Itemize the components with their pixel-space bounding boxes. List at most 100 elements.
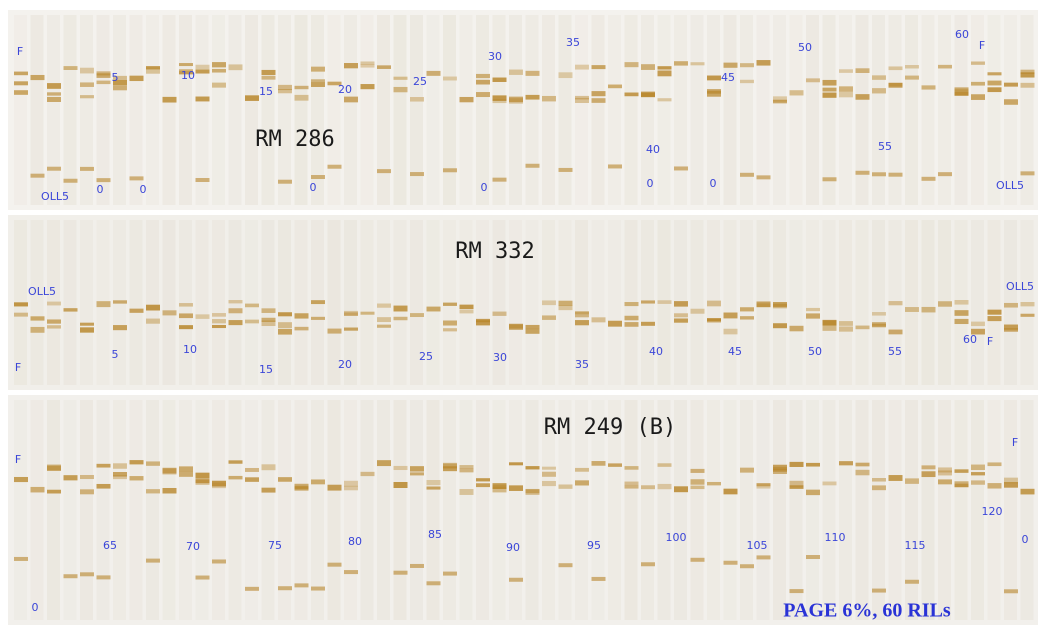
band <box>278 312 292 317</box>
band <box>113 463 127 469</box>
lane-label: 0 <box>481 181 488 194</box>
band <box>311 300 325 305</box>
band <box>228 475 243 480</box>
band <box>476 73 490 79</box>
band <box>14 302 28 307</box>
band <box>624 62 639 68</box>
lane-streak <box>839 220 852 385</box>
band <box>146 558 160 563</box>
lane-label: F <box>17 45 23 58</box>
lane-label: 10 <box>183 343 197 356</box>
lane-streak <box>294 400 308 620</box>
band <box>773 468 787 474</box>
band <box>558 563 573 568</box>
band <box>162 487 177 494</box>
band <box>657 483 672 490</box>
lane-streak <box>839 15 852 205</box>
band <box>113 300 127 304</box>
lane-streak <box>921 220 935 385</box>
band <box>261 69 276 76</box>
lane-streak <box>905 15 918 205</box>
band <box>839 321 853 326</box>
lane-streak <box>162 400 176 620</box>
lane-streak <box>905 400 918 620</box>
lane-streak <box>360 400 374 620</box>
lane-streak <box>657 15 671 205</box>
band <box>129 75 144 82</box>
band <box>558 167 573 172</box>
lane-streak <box>245 220 258 385</box>
band <box>674 166 688 171</box>
lane-streak <box>938 15 951 205</box>
band <box>1004 477 1018 484</box>
band <box>641 300 655 304</box>
lane-label: 100 <box>666 531 687 544</box>
band <box>344 312 358 316</box>
lane-streak <box>261 400 275 620</box>
band <box>80 67 94 74</box>
lane-streak <box>921 400 935 620</box>
lane-streak <box>360 15 374 205</box>
lane-streak <box>888 15 902 205</box>
lane-streak <box>839 400 852 620</box>
band <box>30 316 45 321</box>
lane-streak <box>806 400 819 620</box>
lane-streak <box>294 15 308 205</box>
band <box>756 484 771 489</box>
lane-streak <box>921 15 935 205</box>
band <box>311 316 325 320</box>
lane-streak <box>806 15 819 205</box>
band <box>443 328 457 332</box>
lane-streak <box>426 15 440 205</box>
band <box>410 313 424 318</box>
lane-label: 30 <box>493 351 507 364</box>
lane-streak <box>113 400 126 620</box>
band <box>872 88 886 94</box>
band <box>806 307 820 312</box>
band <box>459 96 474 103</box>
lane-streak <box>855 400 869 620</box>
band <box>47 96 61 102</box>
band <box>212 480 226 487</box>
lane-label: 120 <box>982 505 1003 518</box>
lane-streak <box>30 15 44 205</box>
lane-streak <box>822 220 836 385</box>
lane-streak <box>47 220 60 385</box>
band <box>96 463 111 468</box>
band <box>63 475 78 481</box>
band <box>789 480 804 487</box>
lane-streak <box>624 15 638 205</box>
lane-streak <box>80 400 93 620</box>
lane-label: 70 <box>186 540 200 553</box>
lane-streak <box>740 15 753 205</box>
band <box>542 471 556 477</box>
band <box>377 460 391 467</box>
band <box>228 308 243 314</box>
lane-streak <box>1020 400 1034 620</box>
band <box>278 179 292 184</box>
band <box>261 317 276 322</box>
band <box>839 69 853 73</box>
band <box>690 308 705 314</box>
band <box>195 314 210 319</box>
lane-label: 45 <box>721 71 735 84</box>
band <box>707 90 721 97</box>
band <box>888 172 903 177</box>
band <box>575 320 589 326</box>
band <box>360 471 375 477</box>
band <box>542 466 556 470</box>
band <box>278 322 292 328</box>
band <box>294 94 309 101</box>
band <box>393 316 408 321</box>
band <box>921 85 936 90</box>
band <box>426 70 441 76</box>
band <box>228 300 243 304</box>
band <box>558 484 573 489</box>
lane-streak <box>756 400 770 620</box>
band <box>30 74 45 81</box>
gel-panel <box>8 215 1038 390</box>
band <box>1020 302 1035 307</box>
lane-streak <box>327 15 341 205</box>
lane-label: 115 <box>905 539 926 552</box>
lane-streak <box>245 400 258 620</box>
